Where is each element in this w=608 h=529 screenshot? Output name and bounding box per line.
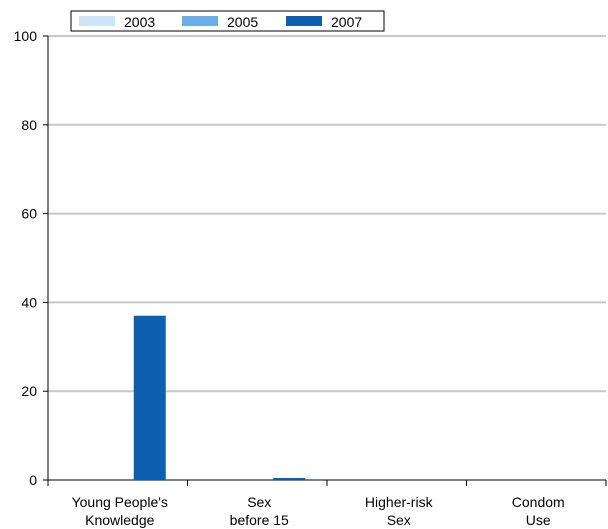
y-tick-label: 0: [29, 472, 37, 488]
y-tick-label: 100: [14, 28, 38, 44]
legend: 2003 2005 2007: [70, 10, 385, 32]
legend-swatch-2003: [79, 16, 115, 26]
legend-label: 2005: [227, 14, 258, 30]
legend-label: 2003: [124, 14, 155, 30]
y-axis-ticks: 0 20 40 60 80 100: [14, 28, 48, 488]
axes: [47, 36, 607, 486]
x-category-label: before 15: [230, 512, 289, 528]
legend-label: 2007: [331, 14, 362, 30]
y-tick-label: 80: [21, 117, 37, 133]
y-tick-label: 60: [21, 206, 37, 222]
gridlines: [48, 35, 606, 393]
y-tick-label: 20: [21, 383, 37, 399]
x-category-label: Use: [526, 512, 551, 528]
bar-2007-0: [133, 315, 166, 480]
x-axis-labels: Young People's Knowledge Sex before 15 Highe…: [72, 494, 565, 528]
x-category-label: Knowledge: [85, 512, 154, 528]
x-category-label: Sex: [387, 512, 411, 528]
x-category-label: Higher-risk: [365, 494, 434, 510]
legend-swatch-2007: [286, 16, 322, 26]
legend-swatch-2005: [182, 16, 218, 26]
bars: [133, 315, 306, 480]
x-category-label: Sex: [247, 494, 271, 510]
x-category-label: Young People's: [72, 494, 168, 510]
bar-2007-1: [273, 478, 306, 480]
x-category-label: Condom: [512, 494, 565, 510]
y-tick-label: 40: [21, 294, 37, 310]
